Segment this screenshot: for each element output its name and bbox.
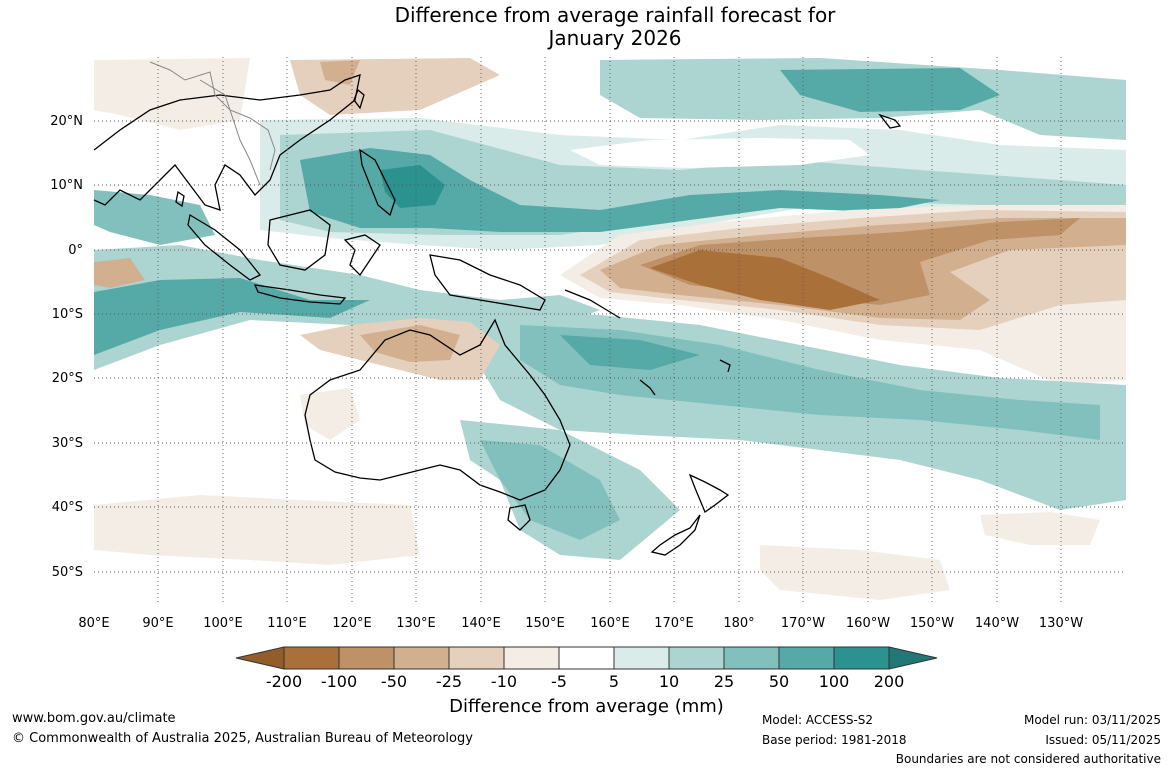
coastline-sumatra xyxy=(187,213,262,281)
colorbar-segment-9 xyxy=(723,646,780,670)
colorbar-label-3: -50 xyxy=(381,672,407,691)
anomaly-dry-north-australia-core xyxy=(360,325,460,362)
footer-issued: Issued: 05/11/2025 xyxy=(1045,733,1161,747)
chart-title: Difference from average rainfall forecas… xyxy=(0,4,1173,50)
colorbar-title: Difference from average (mm) xyxy=(449,696,724,717)
lat-label-10n: 10°N xyxy=(50,178,83,193)
colorbar-segment-6 xyxy=(558,646,615,670)
colorbar-segment-5 xyxy=(503,646,560,670)
colorbar-segment-1 xyxy=(283,646,340,670)
footer-disclaimer: Boundaries are not considered authoritat… xyxy=(895,752,1161,766)
lon-label-90e: 90°E xyxy=(142,616,173,631)
colorbar: -200 -100 -50 -25 -10 -5 5 10 25 50 100 … xyxy=(235,646,938,691)
lat-label-40s: 40°S xyxy=(52,500,83,515)
lon-label-130w: 130°W xyxy=(1039,616,1083,631)
title-line-2: January 2026 xyxy=(548,26,682,50)
lat-label-20s: 20°S xyxy=(52,371,83,386)
coastline-philippines xyxy=(359,148,396,217)
anomaly-white-ne-pacific xyxy=(570,138,870,168)
coastline-solomon-islands xyxy=(564,289,621,319)
anomaly-dry-south-pacific-east xyxy=(980,512,1100,545)
lon-label-100e: 100°E xyxy=(203,616,243,631)
colorbar-label-2: -100 xyxy=(321,672,357,691)
colorbar-label-12: 200 xyxy=(874,672,905,691)
colorbar-segment-2 xyxy=(338,646,395,670)
colorbar-segment-10 xyxy=(778,646,835,670)
coastline-hawaii xyxy=(878,113,902,129)
colorbar-label-9: 25 xyxy=(714,672,734,691)
anomaly-wet-ne-pacific-strong xyxy=(780,68,1000,112)
coastline-new-guinea xyxy=(429,254,546,311)
footer-model-run: Model run: 03/11/2025 xyxy=(1023,713,1161,727)
lon-label-140e: 140°E xyxy=(461,616,501,631)
colorbar-label-7: 5 xyxy=(609,672,619,691)
coastline-new-zealand-south xyxy=(650,514,701,556)
anomaly-dry-south-pacific xyxy=(760,545,950,600)
coastline-java xyxy=(253,284,347,305)
lon-label-80e: 80°E xyxy=(78,616,109,631)
footer-url[interactable]: www.bom.gov.au/climate xyxy=(12,711,176,726)
lon-label-170w: 170°W xyxy=(781,616,825,631)
footer-base-period: Base period: 1981-2018 xyxy=(762,733,907,747)
colorbar-segment-3 xyxy=(393,646,450,670)
coastline-taiwan xyxy=(353,88,365,110)
lon-label-170e: 170°E xyxy=(654,616,694,631)
lon-label-150e: 150°E xyxy=(525,616,565,631)
anomaly-dry-west-australia xyxy=(300,388,360,440)
coastline-new-zealand-north xyxy=(688,473,730,513)
colorbar-label-10: 50 xyxy=(769,672,789,691)
anomaly-dry-south-indian-ocean xyxy=(94,495,420,565)
anomaly-dry-equatorial-core xyxy=(650,250,880,310)
lon-label-150w: 150°W xyxy=(910,616,954,631)
lon-label-160w: 160°W xyxy=(846,616,890,631)
latitude-labels: 20°N 10°N 0° 10°S 20°S 30°S 40°S 50°S xyxy=(50,114,83,580)
footer-model: Model: ACCESS-S2 xyxy=(762,713,874,727)
colorbar-label-6: -5 xyxy=(551,672,567,691)
graticule xyxy=(94,57,1126,605)
colorbar-over-arrow xyxy=(888,646,938,670)
lat-label-20n: 20°N xyxy=(50,114,83,129)
colorbar-under-arrow xyxy=(235,646,285,670)
lon-label-140w: 140°W xyxy=(975,616,1019,631)
colorbar-label-8: 10 xyxy=(659,672,679,691)
coastline-australia xyxy=(304,318,571,501)
lat-label-50s: 50°S xyxy=(52,565,83,580)
lon-label-120e: 120°E xyxy=(332,616,372,631)
colorbar-segment-11 xyxy=(833,646,890,670)
lat-label-30s: 30°S xyxy=(52,436,83,451)
anomaly-wet-band-north-strong xyxy=(300,148,940,232)
coastline-vanuatu-fiji xyxy=(639,359,731,396)
anomaly-wet-maritime-strong xyxy=(94,278,370,355)
anomaly-wet-core-philippines xyxy=(380,165,445,208)
title-line-1: Difference from average rainfall forecas… xyxy=(394,3,836,27)
colorbar-segment-4 xyxy=(448,646,505,670)
lat-label-0: 0° xyxy=(68,243,83,258)
anomaly-wet-spcz-strong xyxy=(560,335,700,370)
footer-copyright: © Commonwealth of Australia 2025, Austra… xyxy=(12,731,473,746)
colorbar-label-4: -25 xyxy=(436,672,462,691)
colorbar-label-1: -200 xyxy=(266,672,302,691)
anomaly-wet-indian-ocean xyxy=(94,190,215,245)
lon-label-130e: 130°E xyxy=(396,616,436,631)
lon-label-110e: 110°E xyxy=(267,616,307,631)
coastline-sri-lanka xyxy=(175,190,185,208)
longitude-labels: 80°E 90°E 100°E 110°E 120°E 130°E 140°E … xyxy=(78,616,1083,631)
coastline-borneo xyxy=(267,209,331,271)
lon-label-180: 180° xyxy=(723,616,754,631)
coastlines xyxy=(93,74,902,556)
colorbar-label-11: 100 xyxy=(819,672,850,691)
colorbar-segment-7 xyxy=(613,646,670,670)
coastline-sulawesi xyxy=(343,234,381,277)
country-boundaries xyxy=(149,61,276,186)
lon-label-160e: 160°E xyxy=(590,616,630,631)
coastline-tasmania xyxy=(507,504,531,531)
lat-label-10s: 10°S xyxy=(52,307,83,322)
anomaly-dry-indian-ocean xyxy=(94,258,145,288)
map-field xyxy=(94,57,1126,605)
colorbar-label-5: -10 xyxy=(491,672,517,691)
colorbar-segment-8 xyxy=(668,646,725,670)
coastline-mainland-asia xyxy=(93,74,361,211)
anomaly-wet-south-tasman-mid xyxy=(480,440,620,540)
